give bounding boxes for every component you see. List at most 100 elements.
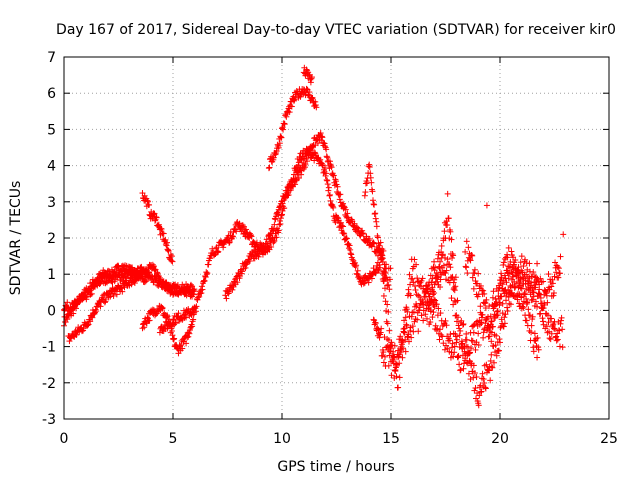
- data-point: [164, 239, 171, 246]
- data-point: [534, 354, 541, 361]
- data-point: [399, 354, 406, 361]
- data-point: [214, 249, 221, 256]
- data-point: [378, 256, 385, 263]
- data-point: [247, 231, 254, 238]
- data-points: [61, 64, 567, 409]
- data-point: [167, 251, 174, 258]
- data-point: [283, 113, 290, 120]
- data-point: [187, 281, 194, 288]
- data-point: [195, 294, 202, 301]
- data-point: [558, 314, 565, 321]
- data-point: [415, 328, 422, 335]
- data-point: [248, 233, 255, 240]
- data-point: [84, 322, 91, 329]
- data-point: [545, 271, 552, 278]
- data-point: [87, 318, 94, 325]
- y-tick-label: -1: [42, 340, 56, 356]
- data-point: [560, 231, 567, 238]
- data-point: [190, 316, 197, 323]
- data-point: [263, 236, 270, 243]
- data-point: [488, 351, 495, 358]
- data-point: [134, 274, 141, 281]
- data-point: [467, 376, 474, 383]
- data-point: [370, 197, 377, 204]
- data-point: [253, 239, 260, 246]
- y-tick-label: 3: [47, 195, 56, 211]
- data-point: [540, 318, 547, 325]
- data-point: [189, 293, 196, 300]
- data-point: [184, 334, 191, 341]
- data-point: [243, 229, 250, 236]
- data-point: [83, 296, 90, 303]
- data-point: [558, 317, 565, 324]
- data-point: [169, 258, 176, 265]
- data-point: [265, 165, 272, 172]
- data-point: [168, 322, 175, 329]
- data-point: [348, 251, 355, 258]
- data-point: [470, 285, 477, 292]
- data-point: [483, 202, 490, 209]
- data-point: [171, 335, 178, 342]
- data-point: [548, 315, 555, 322]
- data-point: [373, 218, 380, 225]
- data-point: [213, 245, 220, 252]
- data-point: [153, 214, 160, 221]
- data-point: [386, 327, 393, 334]
- data-point: [193, 303, 200, 310]
- data-point: [165, 248, 172, 255]
- data-point: [411, 256, 418, 263]
- x-axis-title: GPS time / hours: [277, 459, 394, 475]
- data-point: [463, 330, 470, 337]
- y-tick-label: 5: [47, 122, 56, 138]
- data-point: [92, 306, 99, 313]
- data-point: [101, 272, 108, 279]
- data-point: [367, 174, 374, 181]
- y-tick-labels: -3 -2 -1 0 1 2 3 4 5 6 7: [42, 50, 56, 428]
- x-tick-label: 5: [169, 431, 178, 447]
- data-point: [365, 163, 372, 170]
- data-point: [456, 332, 463, 339]
- data-point: [168, 253, 175, 260]
- data-point: [151, 210, 158, 217]
- data-point: [347, 250, 354, 257]
- data-point: [141, 324, 148, 331]
- data-point: [523, 317, 530, 324]
- data-point: [409, 275, 416, 282]
- data-point: [441, 228, 448, 235]
- data-point: [156, 274, 163, 281]
- data-point: [170, 316, 177, 323]
- data-point: [70, 303, 77, 310]
- data-point: [154, 269, 161, 276]
- data-point: [169, 332, 176, 339]
- data-point: [505, 244, 512, 251]
- data-point: [183, 314, 190, 321]
- data-point: [528, 322, 535, 329]
- data-point: [186, 330, 193, 337]
- data-point: [164, 312, 171, 319]
- data-point: [101, 299, 108, 306]
- data-point: [272, 216, 279, 223]
- data-point: [131, 280, 138, 287]
- data-point: [229, 233, 236, 240]
- data-point: [144, 198, 151, 205]
- data-point: [189, 309, 196, 316]
- data-point: [158, 225, 165, 232]
- data-point: [464, 270, 471, 277]
- data-point: [531, 330, 538, 337]
- data-point: [326, 192, 333, 199]
- data-point: [143, 277, 150, 284]
- data-point: [174, 313, 181, 320]
- data-point: [508, 248, 515, 255]
- data-point: [165, 247, 172, 254]
- data-point: [372, 210, 379, 217]
- x-tick-labels: 0 5 10 15 20 25: [60, 431, 618, 447]
- data-point: [199, 286, 206, 293]
- data-point: [336, 196, 343, 203]
- data-point: [165, 286, 172, 293]
- y-tick-label: 2: [47, 231, 56, 247]
- data-point: [525, 306, 532, 313]
- x-tick-label: 0: [60, 431, 69, 447]
- data-point: [192, 308, 199, 315]
- data-point: [73, 331, 80, 338]
